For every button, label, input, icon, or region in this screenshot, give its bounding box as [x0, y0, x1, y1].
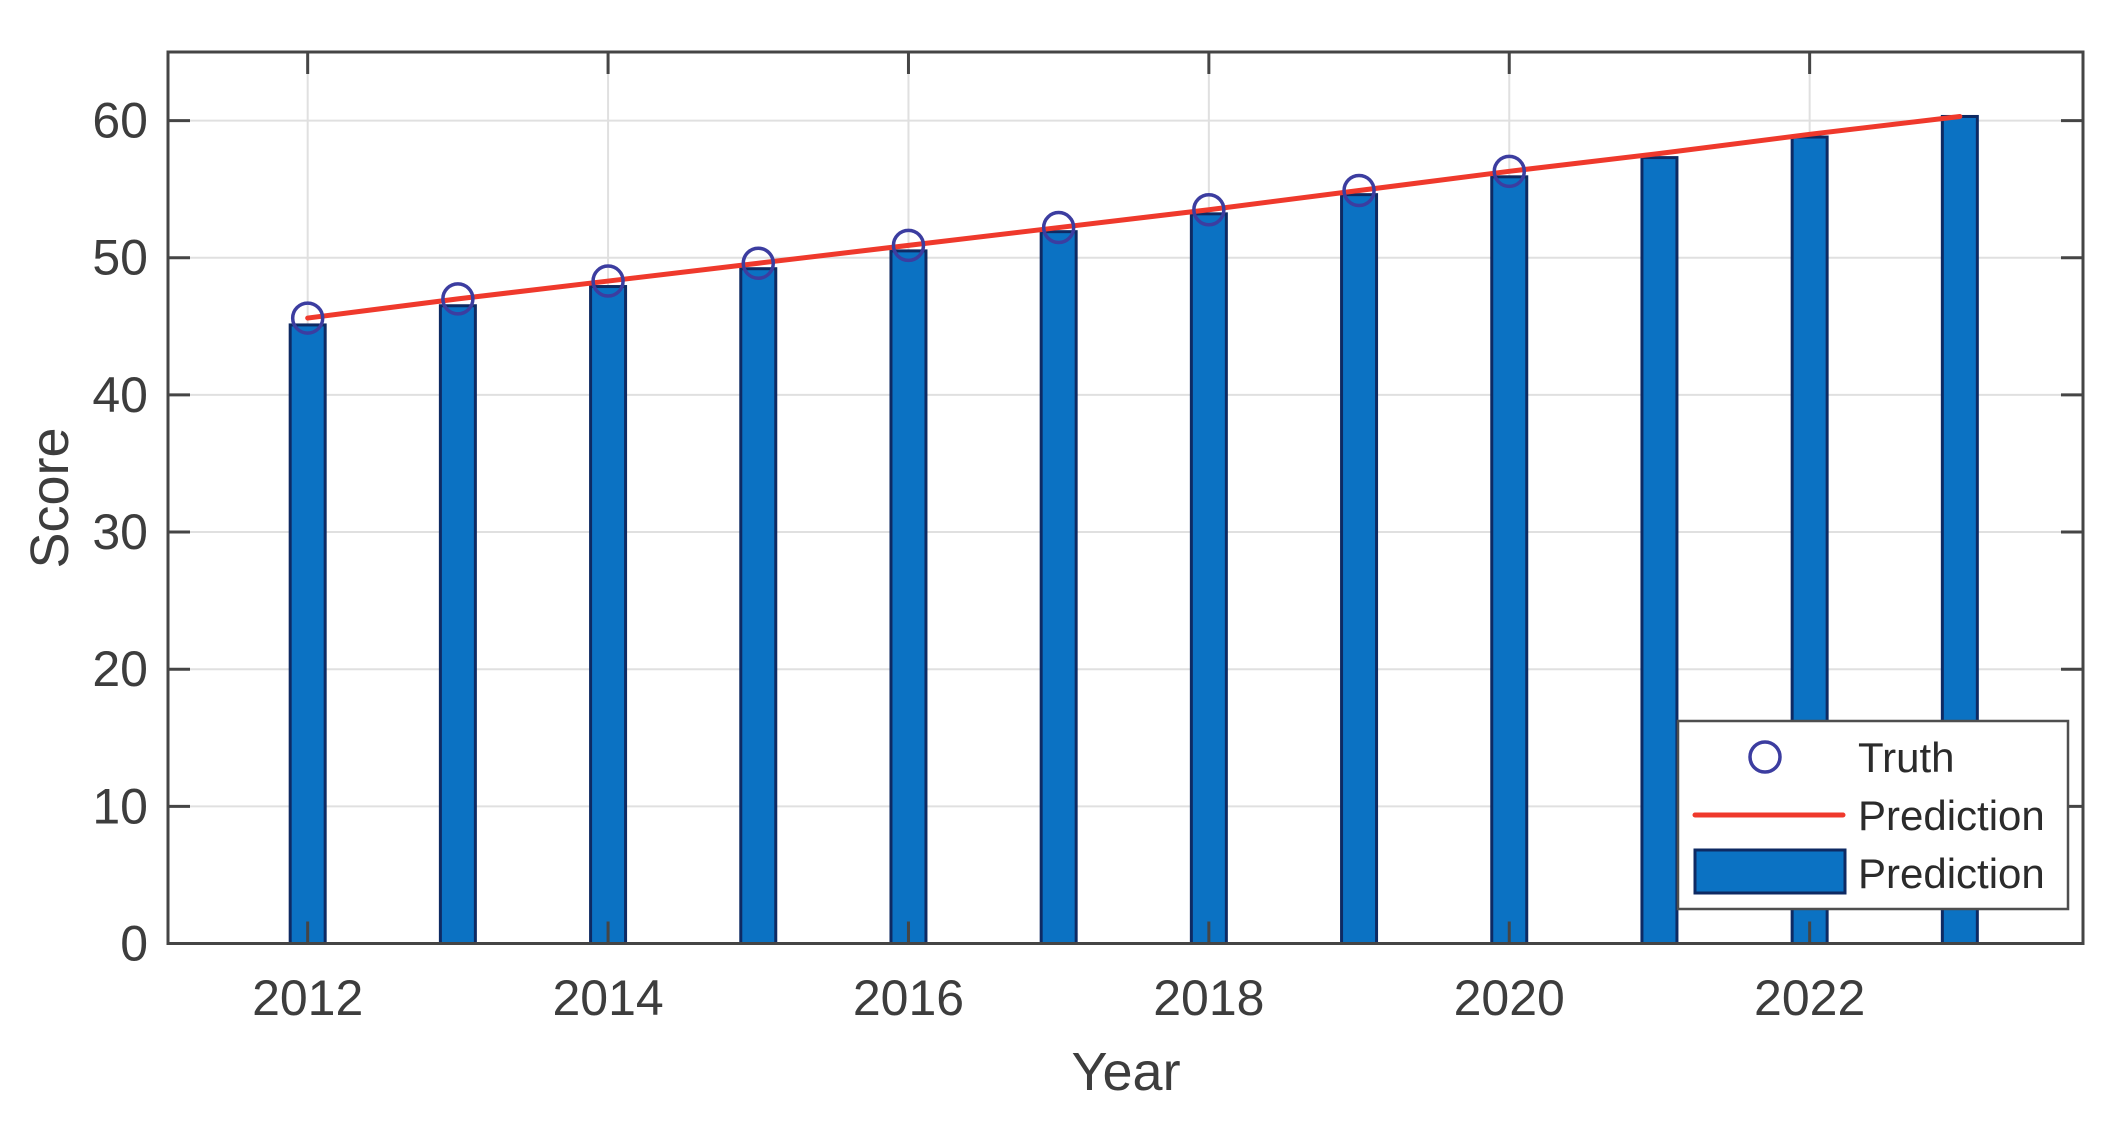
y-tick-label: 60 — [92, 93, 148, 149]
legend-truth-marker-icon — [1748, 740, 1782, 774]
x-tick-label: 2016 — [853, 970, 964, 1026]
y-tick-label: 0 — [120, 916, 148, 972]
bar-2018 — [1189, 212, 1228, 945]
bar-2014 — [589, 285, 628, 945]
truth-marker-2015 — [741, 246, 776, 280]
tick-labels: 2012 2014 2016 2018 2020 2022 0 10 20 30 40 50 60 — [92, 93, 1865, 1026]
bar-2020 — [1490, 175, 1529, 945]
truth-marker-2019 — [1342, 173, 1376, 208]
axes-frame — [166, 50, 2085, 945]
legend-label-prediction-bar: Prediction — [1858, 850, 2045, 897]
truth-marker-2014 — [591, 264, 625, 298]
bar-2015 — [739, 267, 778, 945]
bar-2017 — [1039, 230, 1078, 946]
y-tick-label: 20 — [92, 641, 148, 697]
plot-border — [166, 50, 2085, 945]
bar-2021 — [1640, 156, 1679, 945]
legend-label-truth: Truth — [1858, 734, 1954, 781]
y-tick-label: 40 — [92, 367, 148, 423]
truth-marker-2020 — [1492, 154, 1527, 189]
bar-2019 — [1340, 193, 1379, 945]
prediction-line — [305, 113, 1963, 321]
truth-marker-2012 — [290, 301, 325, 335]
truth-marker-2016 — [891, 228, 926, 263]
bar-2016 — [889, 249, 928, 946]
bar-2012 — [288, 323, 327, 945]
y-axis-label: Score — [20, 427, 80, 568]
bar-series — [288, 114, 1979, 946]
x-tick-label: 2012 — [252, 970, 363, 1026]
legend: Truth Prediction Prediction — [1676, 719, 2070, 911]
y-tick-label: 30 — [92, 504, 148, 560]
bar-2013 — [438, 304, 477, 945]
truth-marker-2018 — [1192, 192, 1226, 227]
x-tick-label: 2018 — [1153, 970, 1264, 1026]
truth-marker-2013 — [441, 282, 475, 316]
x-axis-label: Year — [1071, 1042, 1180, 1102]
line-series — [305, 113, 1963, 321]
x-tick-label: 2020 — [1454, 970, 1565, 1026]
x-tick-label: 2022 — [1754, 970, 1865, 1026]
legend-prediction-bar-icon — [1693, 848, 1847, 895]
y-tick-label: 50 — [92, 230, 148, 286]
y-tick-label: 10 — [92, 778, 148, 834]
x-tick-label: 2014 — [552, 970, 663, 1026]
truth-marker-2017 — [1041, 210, 1076, 245]
scatter-series — [290, 154, 1527, 335]
legend-label-prediction-line: Prediction — [1858, 792, 2045, 839]
